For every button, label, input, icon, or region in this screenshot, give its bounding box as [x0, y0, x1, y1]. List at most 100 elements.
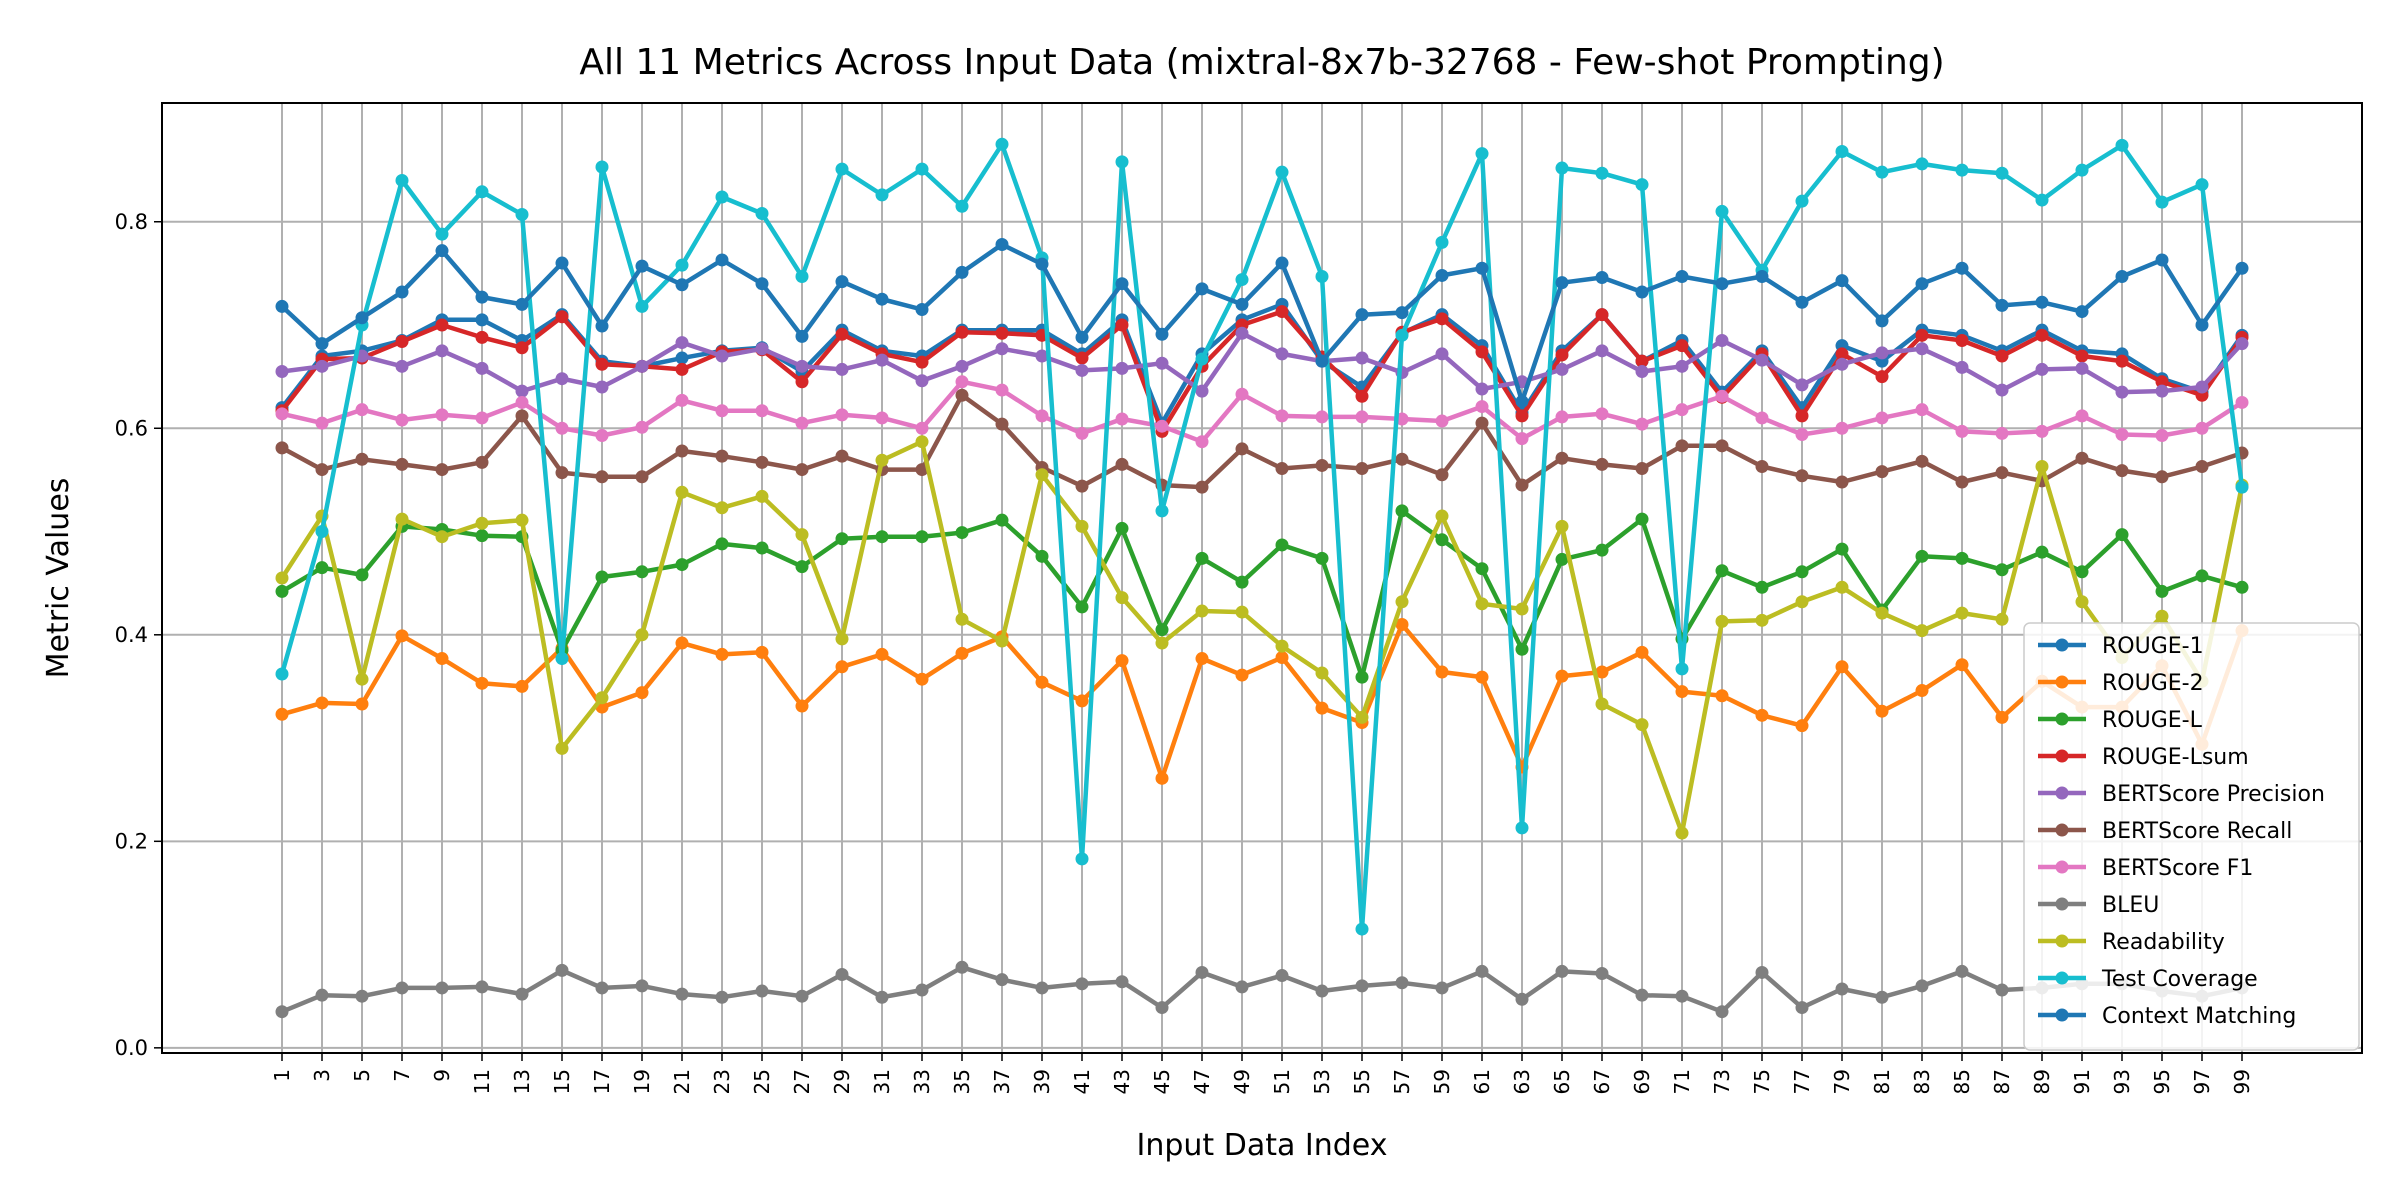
data-point — [675, 485, 689, 499]
data-point — [1635, 417, 1649, 431]
x-tick-label: 41 — [1070, 1069, 1094, 1094]
data-point — [955, 646, 969, 660]
data-point — [2155, 375, 2169, 389]
data-point — [1435, 312, 1449, 326]
data-point — [955, 359, 969, 373]
data-point — [1555, 669, 1569, 683]
data-point — [755, 342, 769, 356]
data-point — [875, 353, 889, 367]
x-tick-label: 57 — [1390, 1069, 1414, 1094]
data-point — [2235, 480, 2249, 494]
data-point — [675, 278, 689, 292]
data-point — [2155, 470, 2169, 484]
data-point — [1075, 519, 1089, 533]
data-point — [1515, 409, 1529, 423]
data-point — [1955, 551, 1969, 565]
legend-marker — [2055, 860, 2069, 874]
data-point — [715, 537, 729, 551]
data-point — [795, 375, 809, 389]
data-point — [435, 652, 449, 666]
data-point — [955, 265, 969, 279]
data-point — [1235, 297, 1249, 311]
data-point — [1115, 591, 1129, 605]
x-tick-label: 33 — [910, 1069, 934, 1094]
data-point — [1195, 435, 1209, 449]
data-point — [275, 1005, 289, 1019]
data-point — [2195, 318, 2209, 332]
x-tick-label: 63 — [1510, 1069, 1534, 1094]
data-point — [395, 457, 409, 471]
data-point — [1875, 990, 1889, 1004]
data-point — [435, 244, 449, 258]
data-point — [1755, 411, 1769, 425]
data-point — [1995, 983, 2009, 997]
data-point — [1035, 549, 1049, 563]
data-point — [515, 409, 529, 423]
x-tick-label: 23 — [710, 1069, 734, 1094]
data-point — [475, 361, 489, 375]
data-point — [2075, 565, 2089, 579]
data-point — [755, 404, 769, 418]
data-point — [1555, 964, 1569, 978]
data-point — [2075, 361, 2089, 375]
data-point — [1075, 977, 1089, 991]
data-point — [1235, 442, 1249, 456]
data-point — [1595, 344, 1609, 358]
x-tick-label: 83 — [1910, 1069, 1934, 1094]
data-point — [275, 441, 289, 455]
data-point — [955, 526, 969, 540]
series-bertscore-precision — [275, 326, 2249, 399]
legend-marker — [2055, 638, 2069, 652]
data-point — [2115, 528, 2129, 542]
data-point — [875, 990, 889, 1004]
data-point — [395, 173, 409, 187]
data-point — [1435, 268, 1449, 282]
data-point — [755, 206, 769, 220]
data-point — [2115, 427, 2129, 441]
data-point — [555, 256, 569, 270]
data-point — [915, 435, 929, 449]
data-point — [1275, 305, 1289, 319]
data-point — [675, 362, 689, 376]
data-point — [1155, 419, 1169, 433]
data-point — [1075, 351, 1089, 365]
x-tick-label: 45 — [1150, 1069, 1174, 1094]
data-point — [1315, 666, 1329, 680]
data-point — [2035, 545, 2049, 559]
legend-label: Context Matching — [2102, 1004, 2296, 1029]
legend-label: Readability — [2102, 930, 2225, 955]
data-point — [2195, 421, 2209, 435]
data-point — [1475, 416, 1489, 430]
data-point — [275, 584, 289, 598]
data-point — [2115, 138, 2129, 152]
x-axis-label: Input Data Index — [1137, 1128, 1388, 1163]
data-point — [515, 679, 529, 693]
data-point — [795, 416, 809, 430]
series-line-rouge-2 — [281, 622, 2245, 781]
data-point — [1035, 981, 1049, 995]
data-point — [1075, 330, 1089, 344]
data-point — [1715, 389, 1729, 403]
data-point — [315, 988, 329, 1002]
data-point — [315, 337, 329, 351]
data-point — [835, 632, 849, 646]
data-point — [915, 374, 929, 388]
data-point — [1475, 670, 1489, 684]
data-point — [675, 444, 689, 458]
legend-item: BERTScore Recall — [2038, 819, 2292, 844]
data-point — [1315, 551, 1329, 565]
series-line-bleu — [281, 965, 2243, 1014]
x-tick-label: 15 — [550, 1069, 574, 1094]
data-point — [1595, 271, 1609, 285]
data-point — [1795, 595, 1809, 609]
data-point — [1715, 1005, 1729, 1019]
x-tick-label: 19 — [630, 1069, 654, 1094]
data-point — [555, 310, 569, 324]
data-point — [1635, 285, 1649, 299]
data-point — [475, 980, 489, 994]
data-point — [1475, 964, 1489, 978]
data-point — [595, 981, 609, 995]
data-point — [395, 981, 409, 995]
data-point — [995, 342, 1009, 356]
data-point — [875, 530, 889, 544]
